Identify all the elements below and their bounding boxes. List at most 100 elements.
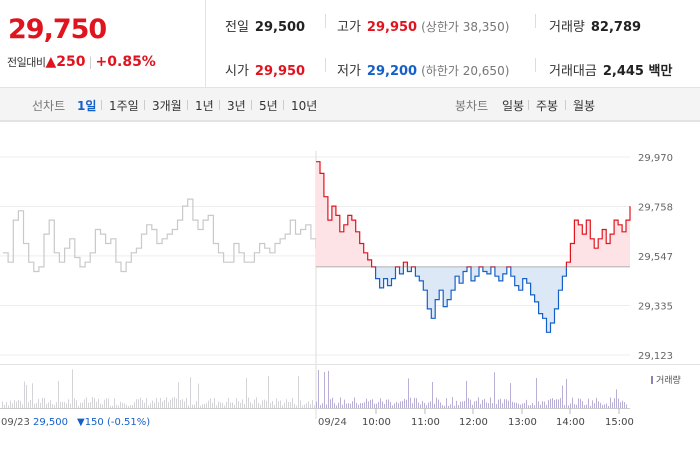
volume-bar (534, 405, 535, 408)
volume-bar (266, 400, 267, 408)
volume-bar (616, 389, 617, 408)
tab-divider (144, 100, 145, 110)
tab-weekly-candle[interactable]: 주봉 (536, 99, 559, 113)
volume-bar (220, 402, 221, 408)
tab-divider (565, 100, 566, 110)
volume-bar (310, 404, 311, 408)
volume-bar (144, 402, 145, 408)
tab-3-months[interactable]: 3개월 (152, 99, 182, 113)
volume-bar (522, 403, 523, 408)
y-tick-label: 29,547 (638, 252, 673, 263)
volume-bar (420, 404, 421, 408)
volume-bar (296, 405, 297, 408)
open-label: 시가 (225, 64, 249, 79)
volume-bar (100, 403, 101, 408)
volume-bar (564, 405, 565, 408)
volume-bar (30, 399, 31, 408)
volume-bar (226, 401, 227, 408)
tab-1-day[interactable]: 1일 (77, 99, 97, 113)
stat-open: 시가 29,950 (225, 60, 305, 79)
volume-bar (336, 405, 337, 408)
volume-bar (12, 403, 13, 408)
volume-bar (8, 405, 9, 408)
volume-bar (448, 405, 449, 408)
volume-bar (392, 405, 393, 408)
volume-bar (330, 399, 331, 408)
tab-daily-candle[interactable]: 일봉 (502, 99, 525, 113)
volume-bar (74, 398, 75, 408)
upper-limit: (상한가 38,350) (421, 20, 510, 34)
tab-1-year[interactable]: 1년 (195, 99, 214, 113)
volume-bar (76, 400, 77, 408)
volume-bar (410, 397, 411, 408)
volume-bar (512, 401, 513, 408)
volume-bar (170, 399, 171, 408)
tab-monthly-candle[interactable]: 월봉 (573, 99, 596, 113)
volume-bar (372, 399, 373, 408)
volume-bar (128, 405, 129, 408)
volume-bar (432, 382, 433, 408)
volume-bar (102, 404, 103, 408)
tab-1-week[interactable]: 1주일 (109, 99, 139, 113)
prev-close-label: 전일 (225, 20, 249, 35)
volume-bar (444, 405, 445, 408)
volume-bar (320, 405, 321, 408)
tab-3-years[interactable]: 3년 (227, 99, 246, 113)
volume-bar (486, 402, 487, 408)
volume-bar (262, 400, 263, 408)
tab-divider (251, 100, 252, 110)
prev-date-label: 09/23 (1, 417, 30, 428)
volume-bar (438, 399, 439, 408)
today-up-area (316, 161, 630, 267)
volume-bar (114, 398, 115, 408)
volume-bar (394, 403, 395, 408)
volume-bar (622, 400, 623, 408)
volume-bar (96, 401, 97, 408)
volume-bar (598, 401, 599, 408)
volume-bar (396, 401, 397, 408)
volume-bar (358, 404, 359, 408)
volume-bar (402, 401, 403, 408)
volume-bar (240, 402, 241, 408)
volume-bar (614, 398, 615, 408)
volume-bar (146, 398, 147, 408)
volume-bar (72, 369, 73, 408)
volume-bar (138, 399, 139, 408)
volume-bar (572, 397, 573, 408)
volume-bar (86, 397, 87, 408)
volume-bar (80, 402, 81, 408)
volume-bar (506, 399, 507, 408)
prev-day-line (3, 198, 317, 273)
volume-bar (418, 402, 419, 408)
volume-bar (200, 405, 201, 408)
volume-bar (278, 401, 279, 408)
volume-bar (386, 399, 387, 408)
tab-10-years[interactable]: 10년 (291, 99, 318, 113)
volume-bar (182, 399, 183, 408)
volume-bar (474, 401, 475, 408)
change-percent: +0.85% (95, 54, 156, 70)
volume-bar (504, 399, 505, 408)
low-label: 저가 (337, 64, 361, 79)
volume-bar (34, 403, 35, 408)
volume-bar (118, 405, 119, 408)
volume-bar (94, 398, 95, 408)
volume-bar (152, 400, 153, 408)
volume-bar (66, 403, 67, 408)
volume-bar (458, 404, 459, 408)
volume-bar (368, 401, 369, 408)
volume-bar (192, 404, 193, 408)
volume-bar (494, 372, 495, 408)
volume-bar (376, 403, 377, 408)
volume-bar (624, 402, 625, 408)
volume-bar (122, 402, 123, 408)
volume-bar (378, 402, 379, 408)
volume-bar (92, 397, 93, 408)
tab-5-years[interactable]: 5년 (259, 99, 278, 113)
volume-bar (524, 402, 525, 408)
volume-bar (510, 383, 511, 408)
time-tick-label: 10:00 (362, 417, 391, 428)
volume-bar (334, 403, 335, 408)
volume-bar (618, 398, 619, 408)
volume-bar (166, 397, 167, 408)
